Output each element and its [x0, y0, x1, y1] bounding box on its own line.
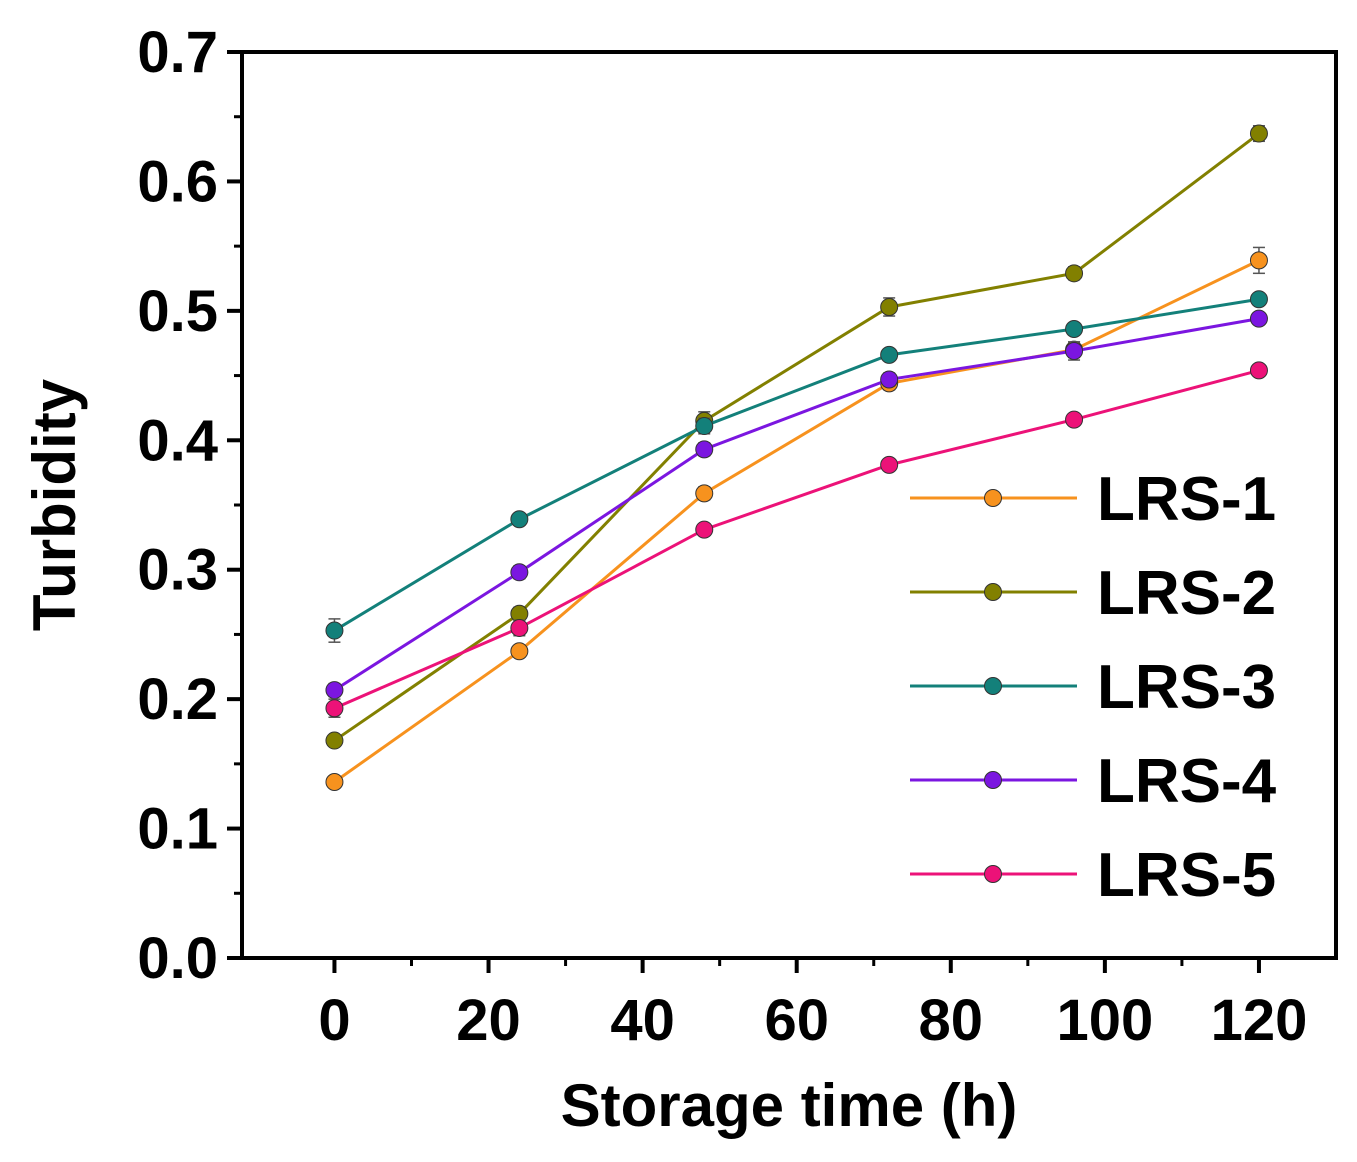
- data-point-lrs-4: [1249, 309, 1268, 328]
- data-point-lrs-5: [510, 618, 529, 637]
- data-point-lrs-4: [325, 681, 344, 700]
- legend-marker-lrs-2: [984, 583, 1002, 601]
- series-lrs-5: [325, 361, 1268, 719]
- data-point-lrs-4: [695, 440, 714, 459]
- x-tick-label: 40: [610, 988, 675, 1053]
- data-point-lrs-5: [325, 699, 344, 718]
- y-tick-label: 0.7: [137, 20, 218, 85]
- legend-label-lrs-4: LRS-4: [1097, 747, 1277, 816]
- data-point-lrs-4: [510, 563, 529, 582]
- series-line-lrs-3: [333, 297, 1260, 632]
- data-point-lrs-3: [695, 417, 714, 436]
- legend-label-lrs-2: LRS-2: [1097, 559, 1276, 628]
- legend: LRS-1 LRS-2 LRS-3 LRS-4 LRS-5: [910, 465, 1277, 910]
- data-point-lrs-2: [325, 731, 344, 750]
- x-tick-label: 60: [764, 988, 829, 1053]
- legend-marker-lrs-4: [984, 771, 1002, 789]
- data-point-lrs-2: [880, 297, 899, 316]
- x-axis: 0 20 40 60 80 100 120: [318, 958, 1307, 1053]
- data-point-lrs-3: [510, 510, 529, 529]
- data-point-lrs-4: [880, 370, 899, 389]
- data-point-lrs-3: [1249, 290, 1268, 309]
- data-point-lrs-5: [695, 520, 714, 539]
- data-point-lrs-2: [1065, 264, 1084, 283]
- legend-label-lrs-1: LRS-1: [1097, 465, 1276, 534]
- data-point-lrs-3: [880, 345, 899, 364]
- series-lrs-3: [325, 290, 1268, 643]
- data-point-lrs-3: [1065, 319, 1084, 338]
- x-axis-title: Storage time (h): [561, 1072, 1018, 1139]
- data-point-lrs-3: [325, 621, 344, 640]
- series-line-lrs-5: [333, 368, 1260, 710]
- y-tick-label: 0.6: [137, 149, 218, 214]
- y-tick-label: 0.2: [137, 667, 218, 732]
- data-point-lrs-1: [695, 484, 714, 503]
- x-tick-label: 20: [456, 988, 521, 1053]
- y-tick-label: 0.3: [137, 538, 218, 603]
- legend-marker-lrs-1: [984, 489, 1002, 507]
- data-point-lrs-1: [325, 772, 344, 791]
- series-line-lrs-1: [333, 259, 1260, 784]
- data-point-lrs-5: [1249, 361, 1268, 380]
- data-point-lrs-4: [1065, 341, 1084, 360]
- data-point-lrs-2: [1249, 124, 1268, 143]
- y-axis: 0.0 0.1 0.2 0.3 0.4 0.5 0.6 0.7: [137, 20, 242, 991]
- x-tick-label: 120: [1211, 988, 1308, 1053]
- y-tick-label: 0.1: [137, 797, 218, 862]
- legend-label-lrs-5: LRS-5: [1097, 841, 1276, 910]
- data-point-lrs-5: [880, 455, 899, 474]
- data-point-lrs-1: [1249, 251, 1268, 270]
- series-line-lrs-2: [333, 132, 1260, 742]
- x-tick-label: 100: [1056, 988, 1153, 1053]
- series-line-lrs-4: [333, 317, 1260, 692]
- series-lrs-4: [325, 309, 1268, 700]
- data-point-lrs-5: [1065, 410, 1084, 429]
- legend-label-lrs-3: LRS-3: [1097, 653, 1276, 722]
- y-tick-label: 0.4: [137, 408, 218, 473]
- series-layer: [325, 124, 1268, 791]
- y-tick-label: 0.5: [137, 279, 218, 344]
- y-axis-title: Turbidity: [21, 378, 88, 631]
- legend-marker-lrs-5: [984, 865, 1002, 883]
- x-tick-label: 0: [318, 988, 350, 1053]
- x-tick-label: 80: [919, 988, 984, 1053]
- data-point-lrs-1: [510, 642, 529, 661]
- y-tick-label: 0.0: [137, 926, 218, 991]
- legend-marker-lrs-3: [984, 677, 1002, 695]
